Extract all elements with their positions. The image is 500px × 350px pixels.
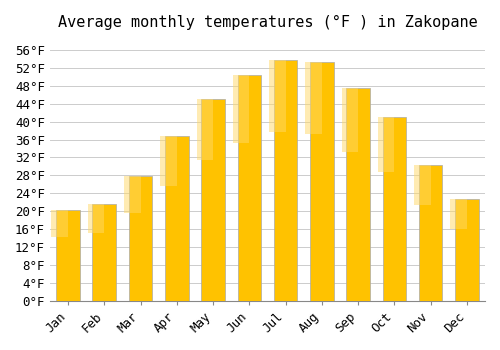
- Bar: [382, 117, 406, 301]
- Bar: [124, 176, 140, 214]
- Bar: [274, 60, 297, 301]
- Bar: [419, 164, 442, 301]
- Bar: [233, 75, 250, 143]
- Bar: [88, 204, 104, 233]
- Bar: [165, 136, 188, 301]
- Bar: [346, 88, 370, 301]
- Bar: [238, 75, 261, 301]
- Bar: [160, 136, 177, 186]
- Bar: [128, 176, 152, 301]
- Bar: [52, 210, 68, 237]
- Bar: [414, 164, 430, 205]
- Bar: [310, 62, 334, 301]
- Bar: [202, 99, 225, 301]
- Bar: [196, 99, 213, 160]
- Bar: [378, 117, 394, 172]
- Bar: [455, 199, 478, 301]
- Bar: [342, 88, 358, 152]
- Bar: [269, 60, 285, 132]
- Title: Average monthly temperatures (°F ) in Zakopane: Average monthly temperatures (°F ) in Za…: [58, 15, 478, 30]
- Bar: [92, 204, 116, 301]
- Bar: [450, 199, 467, 229]
- Bar: [56, 210, 80, 301]
- Bar: [306, 62, 322, 134]
